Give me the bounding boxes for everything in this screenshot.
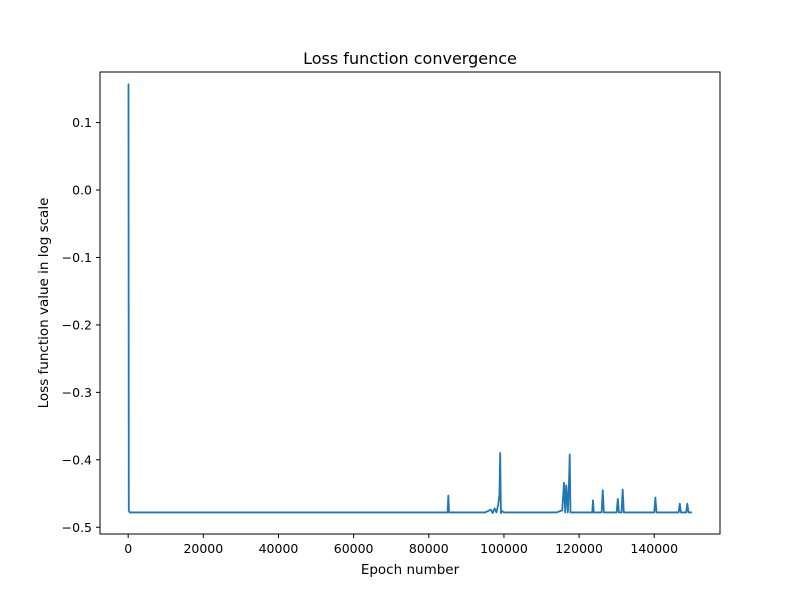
x-tick-label: 80000	[409, 541, 449, 556]
y-tick-label: −0.4	[62, 452, 92, 467]
y-tick-label: −0.2	[62, 317, 92, 332]
chart-title: Loss function convergence	[303, 49, 517, 68]
x-tick-label: 20000	[183, 541, 223, 556]
y-tick-label: 0.0	[72, 183, 92, 198]
y-axis: 0.1 0.0 −0.1 −0.2 −0.3 −0.4 −0.5	[62, 115, 100, 535]
x-tick-label: 0	[124, 541, 132, 556]
x-axis-label: Epoch number	[361, 562, 460, 578]
x-tick-label: 140000	[630, 541, 678, 556]
y-tick-label: −0.5	[62, 520, 92, 535]
series-line-0	[127, 83, 692, 514]
y-tick-label: −0.3	[62, 385, 92, 400]
axes-frame	[99, 71, 721, 535]
y-axis-label: Loss function value in log scale	[36, 198, 52, 409]
plot-area	[127, 83, 692, 514]
x-tick-label: 40000	[259, 541, 299, 556]
x-tick-label: 100000	[480, 541, 528, 556]
x-tick-label: 120000	[555, 541, 603, 556]
x-tick-label: 60000	[334, 541, 374, 556]
y-tick-label: 0.1	[72, 115, 92, 130]
x-axis: 0 20000 40000 60000 80000 100000 120000 140000	[124, 534, 678, 556]
y-tick-label: −0.1	[62, 250, 92, 265]
